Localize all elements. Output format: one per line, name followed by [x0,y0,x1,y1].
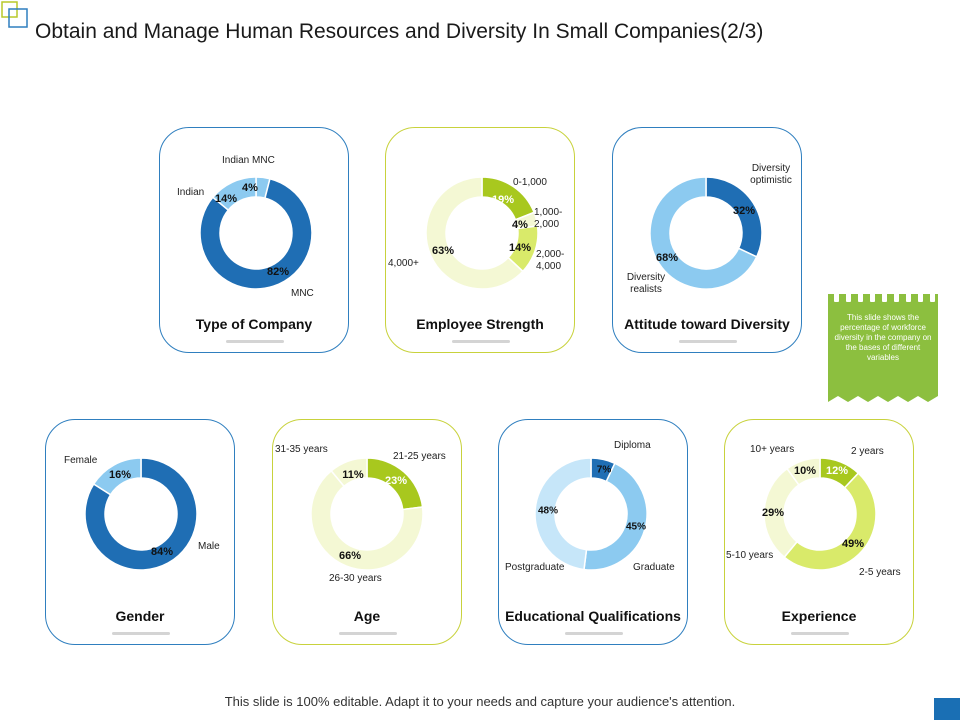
label-2-years: 2 years [851,446,884,457]
slice-type-of-company-2 [211,176,257,212]
pct-graduate: 45% [625,521,647,533]
title-experience: Experience [781,608,857,624]
label-diploma: Diploma [614,440,651,451]
pct-postgraduate: 48% [537,505,559,517]
label-0-1000: 0-1,000 [513,177,547,188]
donut-educational-qualifications [534,457,648,571]
page-title: Obtain and Manage Human Resources and Di… [35,20,764,43]
label-5-10-years: 5-10 years [726,550,774,561]
label-indian: Indian [177,187,205,198]
pct-21-25-years: 23% [384,475,408,487]
pct-diversity-realists: 68% [655,252,679,264]
slice-employee-strength-3 [425,176,524,290]
card-attitude-toward-diversity: Diversity optimistic Diversity realists 32… [612,127,802,353]
divider [565,632,623,635]
title-employee-strength: Employee Strength [416,316,544,332]
pct-4000-plus: 63% [431,245,455,257]
donut-experience [763,457,877,571]
title-educational-qualifications: Educational Qualifications [505,608,681,624]
slice-gender-1 [92,457,142,496]
donut-gender [84,457,198,571]
label-diversity-realists: Diversity realists [626,272,666,295]
label-26-30-years: 26-30 years [329,573,382,584]
logo-icon [1,1,28,28]
pct-female: 16% [108,469,132,481]
label-female: Female [64,455,98,466]
card-educational-qualifications: Diploma Graduate Postgraduate 7% 45% 48%… [498,419,688,645]
label-graduate: Graduate [633,562,675,573]
label-male: Male [198,541,220,552]
label-2000-4000: 2,000- 4,000 [536,249,565,272]
divider [791,632,849,635]
pct-2-5-years: 49% [841,538,865,550]
pct-indian-mnc: 4% [242,182,258,194]
card-experience: 2 years 2-5 years 5-10 years 10+ years 1… [724,419,914,645]
label-1000-2000: 1,000- 2,000 [534,207,563,230]
card-type-of-company: Indian MNC MNC Indian 4% 82% 14% Type of… [159,127,349,353]
label-4000-plus: 4,000+ [388,258,419,269]
title-gender: Gender [115,608,165,624]
pct-2-years: 12% [825,465,849,477]
donut-employee-strength [425,176,539,290]
pct-diversity-optimistic: 32% [732,205,756,217]
divider [112,632,170,635]
footer-text: This slide is 100% editable. Adapt it to… [224,694,736,709]
label-21-25-years: 21-25 years [393,451,446,462]
divider [226,340,284,343]
label-31-35-years: 31-35 years [275,444,328,455]
pct-5-10-years: 29% [761,507,785,519]
slice-gender-0 [84,457,198,571]
slice-type-of-company-1 [199,177,313,290]
card-age: 21-25 years 26-30 years 31-35 years 23% … [272,419,462,645]
divider [339,632,397,635]
pct-0-1000: 19% [491,194,515,206]
pct-26-30-years: 66% [338,550,362,562]
pct-mnc: 82% [266,266,290,278]
label-mnc: MNC [291,288,314,299]
pct-diploma: 7% [596,464,612,476]
slice-experience-3 [786,457,821,486]
note-text: This slide shows the percentage of workf… [834,313,932,362]
slice-age-1 [310,469,424,571]
title-age: Age [353,608,381,624]
label-2-5-years: 2-5 years [859,567,901,578]
divider [679,340,737,343]
donut-attitude-toward-diversity [649,176,763,290]
corner-accent [934,698,960,720]
label-diversity-optimistic: Diversity optimistic [750,163,792,186]
label-postgraduate: Postgraduate [505,562,565,573]
pct-male: 84% [150,546,174,558]
note-card [828,292,938,402]
title-attitude-toward-diversity: Attitude toward Diversity [624,316,790,332]
donut-type-of-company [199,176,313,290]
label-10-plus-years: 10+ years [750,444,795,455]
donut-age [310,457,424,571]
pct-31-35-years: 11% [342,469,364,481]
slice-educational-qualifications-1 [583,462,648,571]
slice-attitude-toward-diversity-1 [649,176,758,290]
title-type-of-company: Type of Company [195,316,313,332]
pct-1000-2000: 4% [512,219,528,231]
slice-educational-qualifications-2 [534,457,592,571]
pct-indian: 14% [214,193,238,205]
label-indian-mnc: Indian MNC [222,155,275,166]
card-employee-strength: 0-1,000 1,000- 2,000 2,000- 4,000 4,000+ 1… [385,127,575,353]
pct-10-plus-years: 10% [793,465,817,477]
divider [452,340,510,343]
pct-2000-4000: 14% [508,242,532,254]
slice-experience-1 [783,472,877,571]
card-gender: Male Female 84% 16% Gender [45,419,235,645]
slice-age-2 [330,457,368,488]
